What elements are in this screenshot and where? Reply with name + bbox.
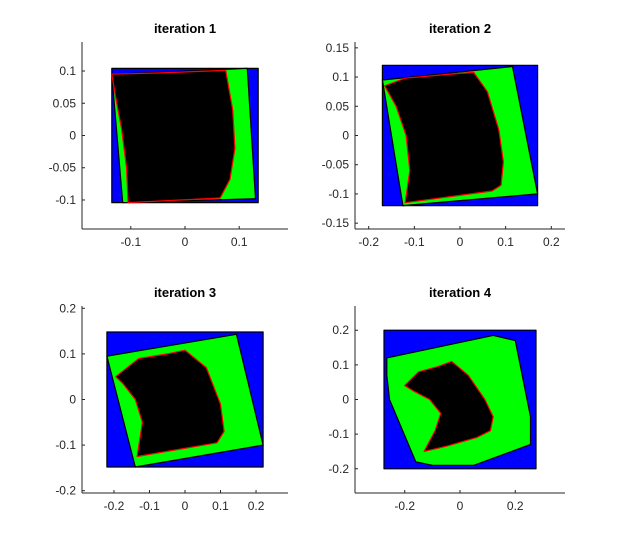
core-region	[115, 349, 225, 458]
y-tick-label: 0.1	[59, 347, 76, 361]
y-tick-label: 0	[69, 393, 76, 407]
x-tick-label: -0.2	[358, 235, 379, 249]
x-tick-label: 0.1	[212, 499, 229, 513]
y-tick-label: -0.1	[328, 427, 349, 441]
y-tick-label: -0.1	[328, 187, 349, 201]
x-tick-label: -0.1	[139, 499, 160, 513]
y-tick-label: 0	[69, 129, 76, 143]
y-tick-label: -0.1	[55, 193, 76, 207]
x-tick-label: -0.1	[404, 235, 425, 249]
panel-1: -0.1 0 0.1 -0.1 -0.05 0 0.05 0.1 iteration 1	[49, 21, 288, 249]
panel-title: iteration 4	[429, 285, 492, 300]
y-tick-label: 0.05	[326, 99, 350, 113]
panel-title: iteration 3	[154, 285, 216, 300]
x-tick-label: 0	[457, 235, 464, 249]
y-tick-label: 0	[342, 393, 349, 407]
panel-4: -0.2 0 0.2 -0.2 -0.1 0 0.1 0.2 iteration 4	[328, 285, 565, 513]
panels: -0.1 0 0.1 -0.1 -0.05 0 0.05 0.1 iteration 1 -0.2…	[49, 21, 565, 513]
x-tick-label: 0.1	[231, 235, 248, 249]
y-tick-label: 0.1	[332, 70, 349, 84]
y-tick-label: -0.1	[55, 438, 76, 452]
panel-2: -0.2 -0.1 0 0.1 0.2 -0.15 -0.1 -0.05 0 0.05 0.1 0.1…	[322, 21, 565, 249]
x-tick-label: -0.2	[394, 499, 415, 513]
x-tick-label: 0.2	[507, 499, 524, 513]
y-tick-label: 0.2	[332, 323, 349, 337]
y-tick-label: 0.2	[59, 301, 76, 315]
y-tick-label: -0.05	[322, 158, 350, 172]
core-region	[111, 69, 236, 204]
y-tick-label: 0.1	[59, 64, 76, 78]
panel-title: iteration 1	[154, 21, 216, 36]
panel-title: iteration 2	[429, 21, 491, 36]
y-tick-label: -0.15	[322, 216, 350, 230]
y-tick-label: -0.2	[328, 462, 349, 476]
x-tick-label: -0.1	[120, 235, 141, 249]
x-tick-label: 0.1	[497, 235, 514, 249]
x-tick-label: 0	[182, 499, 189, 513]
core-region	[404, 360, 494, 452]
y-tick-label: -0.05	[49, 161, 77, 175]
x-tick-label: 0	[182, 235, 189, 249]
y-tick-label: 0.1	[332, 358, 349, 372]
core-region	[384, 71, 504, 204]
x-tick-label: 0	[457, 499, 464, 513]
y-tick-label: 0.05	[53, 96, 77, 110]
x-tick-label: -0.2	[104, 499, 125, 513]
y-tick-label: -0.2	[55, 484, 76, 498]
x-tick-label: 0.2	[248, 499, 265, 513]
x-tick-label: 0.2	[543, 235, 560, 249]
y-tick-label: 0.15	[326, 41, 350, 55]
y-tick-label: 0	[342, 129, 349, 143]
panel-3: -0.2 -0.1 0 0.1 0.2 -0.2 -0.1 0 0.1 0.2 iteration …	[55, 285, 288, 513]
